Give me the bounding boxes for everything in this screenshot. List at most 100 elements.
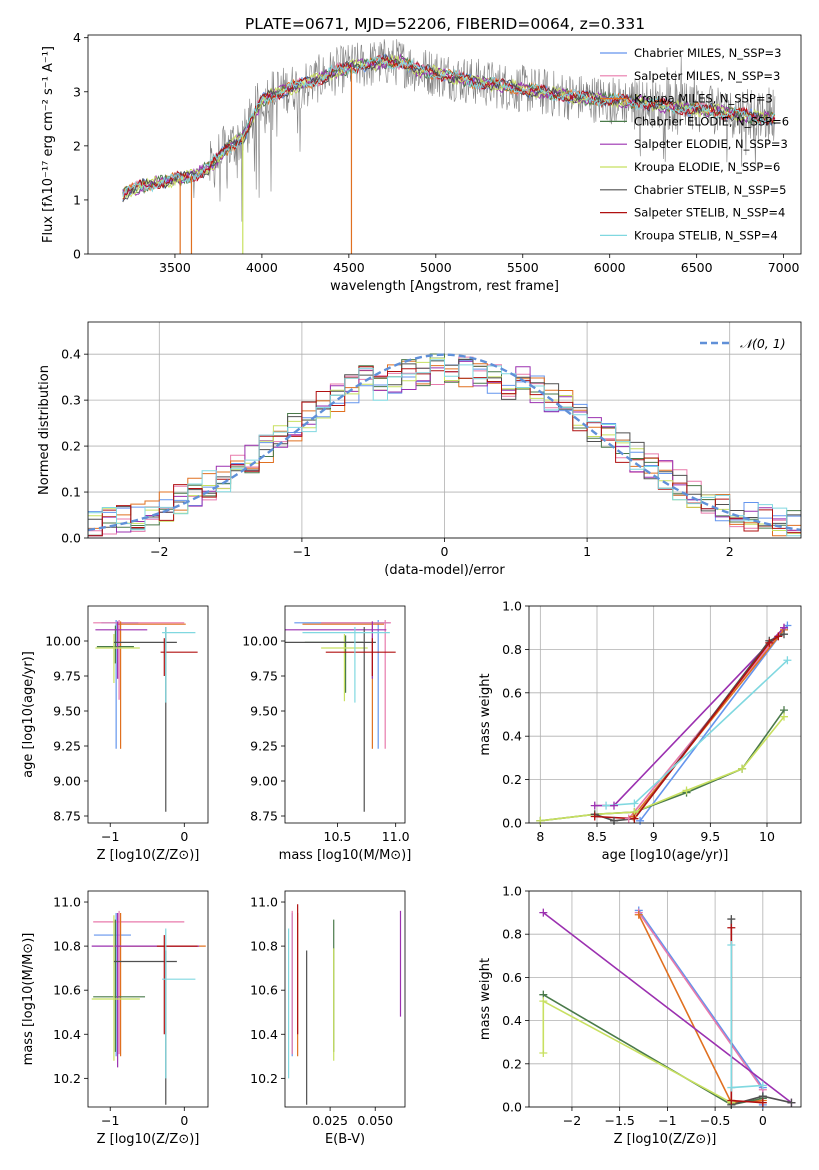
axes-frame-mass-vs-ebv xyxy=(284,890,406,1108)
ytick-label-mass-vs-Z-2: 10.6 xyxy=(53,983,81,998)
xtick-label-spectrum-3: 5000 xyxy=(420,260,452,275)
spectrum-model-chabrier-stelib xyxy=(122,53,776,203)
panel-residuals: −2 −1 0 1 2 0.0 0.1 0.2 0.3 0.4 xyxy=(61,322,801,559)
ytick-label-mass-weight-vs-age-2: 0.4 xyxy=(502,729,522,744)
ylabel-spectrum: Flux [fλ10⁻¹⁷ erg cm⁻² s⁻¹ A⁻¹] xyxy=(41,46,56,243)
marker-mass-weight-vs-Z-6-0 xyxy=(727,915,736,924)
ytick-label-mass-weight-vs-Z-1: 0.2 xyxy=(502,1056,522,1071)
xlabel-mass-vs-Z: Z [log10(Z/Z⊙)] xyxy=(97,1132,200,1147)
xtick-label-spectrum-4: 5500 xyxy=(507,260,539,275)
ytick-label-mass-vs-Z-3: 10.8 xyxy=(53,939,81,954)
panel-mass-vs-ebv: 0.025 0.050 10.2 10.4 10.6 10.8 11.0 xyxy=(250,895,402,1128)
xtick-label-mass-weight-vs-age-0: 8 xyxy=(536,829,544,844)
xlabel-mass-vs-ebv: E(B-V) xyxy=(325,1132,365,1147)
ytick-label-mass-vs-ebv-3: 10.8 xyxy=(250,939,278,954)
ytick-label-spectrum-4: 4 xyxy=(73,30,81,45)
ytick-label-residuals-1: 0.1 xyxy=(61,485,81,500)
xtick-label-mass-vs-Z-1: 0 xyxy=(180,1113,188,1128)
marker-mass-weight-vs-age-8-0 xyxy=(602,801,611,810)
marker-mass-weight-vs-age-5-4 xyxy=(738,764,747,773)
ytick-label-residuals-2: 0.2 xyxy=(61,439,81,454)
legend-label-3: Chabrier ELODIE, N_SSP=6 xyxy=(634,114,789,128)
ytick-label-mass-vs-Z-4: 11.0 xyxy=(53,895,81,910)
marker-mass-weight-vs-Z-4-0 xyxy=(539,908,548,917)
ytick-label-age-vs-Z-3: 9.50 xyxy=(53,704,81,719)
xtick-label-residuals-1: −1 xyxy=(293,544,311,559)
series-line-mass-weight-vs-age-0 xyxy=(639,625,789,822)
spectrum-model-salpeter-elodie xyxy=(122,53,776,197)
marker-mass-weight-vs-age-7-1 xyxy=(630,814,639,823)
ytick-label-age-vs-Z-2: 9.25 xyxy=(53,739,81,754)
ylabel-mass-weight-vs-age: mass weight xyxy=(478,673,493,755)
xtick-label-residuals-2: 0 xyxy=(441,544,449,559)
xtick-label-residuals-0: −2 xyxy=(150,544,168,559)
marker-mass-weight-vs-age-7-2 xyxy=(765,638,774,647)
marker-mass-weight-vs-age-4-0 xyxy=(590,801,599,810)
ytick-label-spectrum-3: 3 xyxy=(73,84,81,99)
legend-label-1: Salpeter MILES, N_SSP=3 xyxy=(634,69,780,83)
spectrum-legend: Chabrier MILES, N_SSP=3 Salpeter MILES, N… xyxy=(600,46,789,242)
xtick-label-mass-vs-ebv-0: 0.025 xyxy=(312,1113,348,1128)
ytick-label-age-vs-mass-3: 9.50 xyxy=(250,704,278,719)
ytick-label-residuals-0: 0.0 xyxy=(61,531,81,546)
marker-mass-weight-vs-age-0-0 xyxy=(636,816,645,825)
marker-mass-weight-vs-age-7-3 xyxy=(774,632,783,641)
xlabel-mass-weight-vs-age: age [log10(age/yr)] xyxy=(602,848,729,863)
ytick-label-age-vs-mass-2: 9.25 xyxy=(250,739,278,754)
ytick-label-mass-vs-ebv-2: 10.6 xyxy=(250,983,278,998)
legend-label-4: Salpeter ELODIE, N_SSP=3 xyxy=(634,137,788,151)
axes-frame-mass-weight-vs-age xyxy=(528,605,802,824)
ytick-label-age-vs-Z-1: 9.00 xyxy=(53,774,81,789)
ytick-label-mass-weight-vs-Z-0: 0.0 xyxy=(502,1100,522,1115)
xtick-label-mass-vs-ebv-1: 0.050 xyxy=(357,1113,393,1128)
xtick-label-mass-weight-vs-age-4: 10 xyxy=(759,829,775,844)
xtick-label-mass-vs-Z-0: −1 xyxy=(101,1113,119,1128)
marker-mass-weight-vs-age-6-4 xyxy=(780,630,788,639)
ytick-label-mass-weight-vs-Z-3: 0.6 xyxy=(502,970,522,985)
marker-mass-weight-vs-age-8-2 xyxy=(783,656,792,665)
xtick-label-age-vs-Z-0: −1 xyxy=(101,829,119,844)
xtick-label-spectrum-5: 6000 xyxy=(594,260,626,275)
series-line-mass-weight-vs-age-4 xyxy=(594,627,785,807)
xtick-label-mass-weight-vs-age-1: 8.5 xyxy=(587,829,607,844)
axes-frame-age-vs-mass xyxy=(284,605,406,824)
marker-mass-weight-vs-Z-8-0 xyxy=(727,941,736,949)
marker-mass-weight-vs-age-5-0 xyxy=(536,816,545,825)
ytick-label-age-vs-mass-0: 8.75 xyxy=(250,809,278,824)
ylabel-mass-vs-Z: mass [log10(M/M⊙)] xyxy=(21,933,36,1066)
marker-mass-weight-vs-age-5-3 xyxy=(682,786,691,795)
panel-mass-vs-Z: −1 0 10.2 10.4 10.6 10.8 11.0 xyxy=(53,895,206,1128)
marker-mass-weight-vs-Z-6-3 xyxy=(787,1098,796,1107)
xtick-label-spectrum-6: 6500 xyxy=(681,260,713,275)
legend-label-0: Chabrier MILES, N_SSP=3 xyxy=(634,46,781,60)
panel-age-vs-Z: −1 0 8.75 9.00 9.25 9.50 9.75 10.00 xyxy=(45,620,198,844)
ytick-label-spectrum-0: 0 xyxy=(73,247,81,262)
marker-mass-weight-vs-Z-5-0 xyxy=(539,1049,548,1057)
plot-area-mass-weight-vs-age xyxy=(540,625,789,822)
marker-mass-weight-vs-Z-8-1 xyxy=(727,1083,736,1092)
spectrum-model-kroupa-stelib xyxy=(122,55,775,197)
panel-age-vs-mass: 10.5 11.0 8.75 9.00 9.25 9.50 9.75 10.00 xyxy=(242,620,410,844)
panel-spectrum: 3500 4000 4500 5000 5500 6000 6500 7000 0 1 2 3 4 xyxy=(73,30,800,275)
ytick-label-mass-vs-ebv-4: 11.0 xyxy=(250,895,278,910)
xtick-label-mass-weight-vs-Z-3: −0.5 xyxy=(700,1113,730,1128)
series-line-mass-weight-vs-Z-3 xyxy=(542,994,763,1106)
ytick-label-age-vs-mass-1: 9.00 xyxy=(250,774,278,789)
xtick-label-spectrum-1: 4000 xyxy=(246,260,278,275)
ylabel-age-vs-Z: age [log10(age/yr)] xyxy=(21,651,36,778)
series-line-mass-weight-vs-Z-4 xyxy=(542,911,792,1104)
xtick-label-mass-weight-vs-Z-1: −1.5 xyxy=(604,1113,634,1128)
plot-area-age-vs-Z xyxy=(93,620,198,812)
ytick-label-spectrum-2: 2 xyxy=(73,138,81,153)
ytick-label-mass-weight-vs-Z-5: 1.0 xyxy=(502,884,522,899)
ylabel-residuals: Normed distribution xyxy=(37,365,52,495)
marker-mass-weight-vs-Z-8-2 xyxy=(758,1081,767,1090)
marker-mass-weight-vs-Z-7-1 xyxy=(727,1096,736,1105)
xtick-label-spectrum-0: 3500 xyxy=(159,260,191,275)
normal-curve xyxy=(88,353,801,532)
axes-frame-residuals xyxy=(87,321,802,539)
ytick-label-mass-vs-ebv-0: 10.2 xyxy=(250,1071,278,1086)
xtick-label-age-vs-mass-0: 10.5 xyxy=(324,829,352,844)
xtick-label-spectrum-7: 7000 xyxy=(768,260,800,275)
